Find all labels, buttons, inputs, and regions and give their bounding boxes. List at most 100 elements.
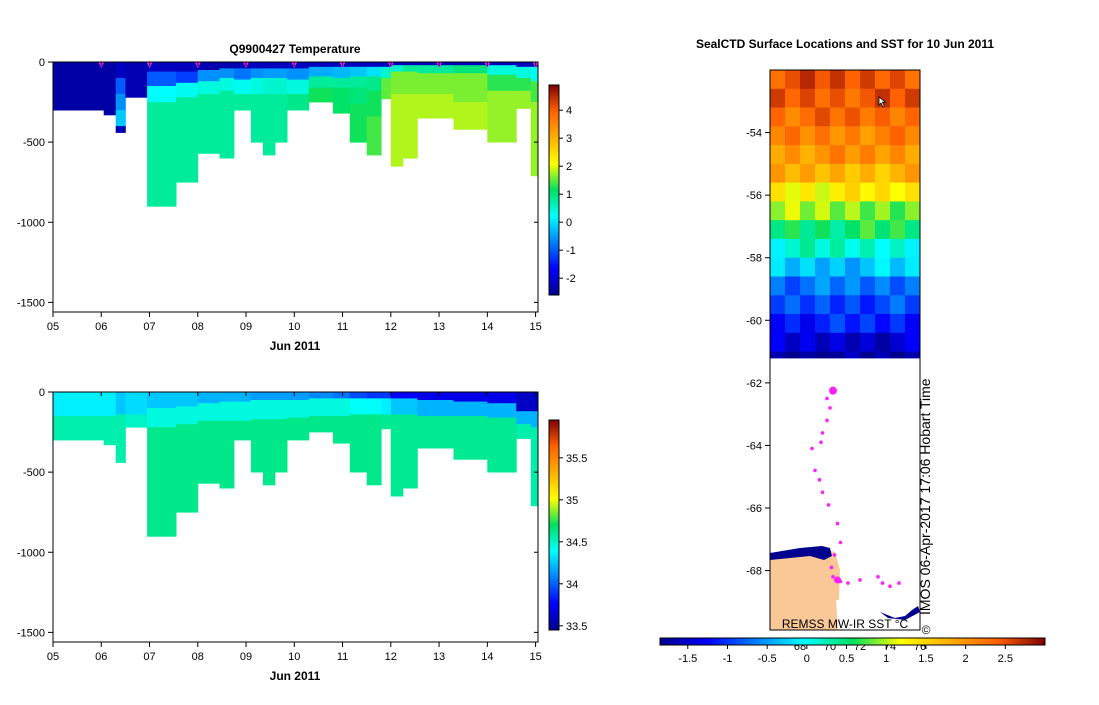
track-point bbox=[832, 553, 837, 557]
depth-cell bbox=[381, 414, 392, 430]
track-point bbox=[825, 396, 829, 401]
depth-cell bbox=[147, 71, 177, 87]
sst-cell bbox=[785, 163, 801, 184]
depth-cell bbox=[125, 62, 148, 98]
depth-cell bbox=[349, 398, 368, 415]
sst-cell bbox=[860, 70, 876, 90]
depth-cell bbox=[487, 62, 517, 66]
sst-cell bbox=[785, 295, 801, 315]
sst-cell bbox=[800, 107, 816, 127]
sst-cell bbox=[905, 257, 921, 277]
sst-cell bbox=[830, 163, 846, 184]
x-tick-label: 11 bbox=[337, 651, 348, 663]
depth-cell bbox=[332, 66, 351, 79]
depth-cell bbox=[147, 408, 177, 428]
x-tick-label: 12 bbox=[385, 321, 397, 333]
map-title: SealCTD Surface Locations and SST for 10… bbox=[696, 37, 994, 51]
temperature-x-label: Jun 2011 bbox=[270, 339, 321, 353]
sst-cell bbox=[830, 145, 846, 165]
depth-cell bbox=[250, 94, 264, 143]
depth-cell bbox=[287, 79, 310, 95]
depth-cell bbox=[275, 78, 288, 95]
temperature-cells bbox=[53, 62, 539, 207]
sst-cell bbox=[890, 276, 906, 296]
sst-cell bbox=[875, 295, 891, 315]
sea-ice-edge bbox=[770, 546, 832, 560]
y-tick-label: -500 bbox=[23, 467, 45, 479]
track-point bbox=[829, 565, 834, 570]
sst-cell bbox=[875, 332, 891, 353]
sst-cell bbox=[770, 70, 786, 90]
depth-cell bbox=[219, 401, 235, 422]
depth-cell bbox=[219, 420, 235, 489]
sst-colorbar-tick-label: 0 bbox=[804, 653, 810, 665]
depth-cell bbox=[516, 424, 532, 439]
sst-cell bbox=[905, 145, 921, 165]
depth-cell bbox=[530, 66, 539, 82]
colorbar-tick-label: 35 bbox=[566, 495, 578, 507]
sst-cell bbox=[875, 145, 891, 165]
x-tick-label: 15 bbox=[529, 321, 541, 333]
sst-colorbar-tick-label: 1 bbox=[883, 653, 889, 665]
depth-cell bbox=[103, 416, 117, 446]
y-tick-label: 0 bbox=[39, 387, 45, 399]
sst-cell bbox=[785, 220, 801, 240]
depth-cell bbox=[417, 416, 454, 449]
y-tick-label: -500 bbox=[23, 137, 45, 149]
sst-cell bbox=[905, 201, 921, 221]
sst-cell bbox=[830, 351, 846, 359]
sst-cell bbox=[815, 332, 831, 353]
sst-cell bbox=[785, 276, 801, 296]
x-tick-label: 13 bbox=[433, 651, 445, 663]
depth-cell bbox=[197, 94, 220, 154]
depth-cell bbox=[453, 416, 488, 460]
depth-cell bbox=[115, 78, 126, 95]
depth-cell bbox=[366, 116, 382, 156]
depth-cell bbox=[516, 90, 532, 109]
x-tick-label: 08 bbox=[192, 651, 204, 663]
depth-cell bbox=[308, 87, 334, 103]
sst-cell bbox=[830, 182, 846, 202]
depth-cell bbox=[115, 62, 126, 79]
sst-cell bbox=[845, 295, 861, 315]
track-point bbox=[831, 575, 835, 579]
sst-cell bbox=[860, 201, 876, 221]
sst-cell bbox=[905, 126, 921, 146]
sst-cell bbox=[845, 332, 861, 353]
colorbar-tick-label: 1 bbox=[566, 189, 572, 201]
depth-cell bbox=[366, 414, 382, 486]
track-point bbox=[826, 503, 831, 507]
depth-cell bbox=[115, 414, 126, 463]
depth-cell bbox=[115, 110, 126, 127]
depth-cell bbox=[147, 392, 177, 409]
sst-cell bbox=[890, 70, 906, 90]
lat-tick-label: -60 bbox=[746, 315, 762, 327]
depth-cell bbox=[487, 403, 517, 418]
sst-cell bbox=[770, 351, 786, 359]
sst-cell bbox=[890, 238, 906, 259]
sst-cell bbox=[800, 70, 816, 90]
depth-cell bbox=[287, 392, 310, 401]
colorbar-tick-label: 0 bbox=[566, 217, 572, 229]
land-antarctica bbox=[770, 548, 840, 630]
depth-cell bbox=[417, 62, 454, 66]
temperature-colorbar bbox=[548, 84, 560, 296]
sst-cell bbox=[845, 351, 861, 359]
y-tick-label: -1500 bbox=[17, 627, 45, 639]
depth-cell bbox=[176, 71, 199, 84]
depth-cell bbox=[308, 398, 334, 417]
temperature-plot-frame bbox=[52, 61, 539, 313]
depth-cell bbox=[219, 90, 235, 159]
depth-cell bbox=[115, 392, 126, 415]
sst-cell bbox=[860, 314, 876, 334]
sst-cell bbox=[860, 107, 876, 127]
sst-cell bbox=[785, 70, 801, 90]
sst-cell bbox=[860, 351, 876, 359]
depth-cell bbox=[402, 94, 418, 159]
depth-cell bbox=[332, 392, 351, 399]
depth-cell bbox=[402, 398, 418, 415]
depth-cell bbox=[453, 73, 488, 103]
sst-cell bbox=[770, 332, 786, 353]
depth-cell bbox=[197, 70, 220, 82]
sst-cell bbox=[845, 182, 861, 202]
